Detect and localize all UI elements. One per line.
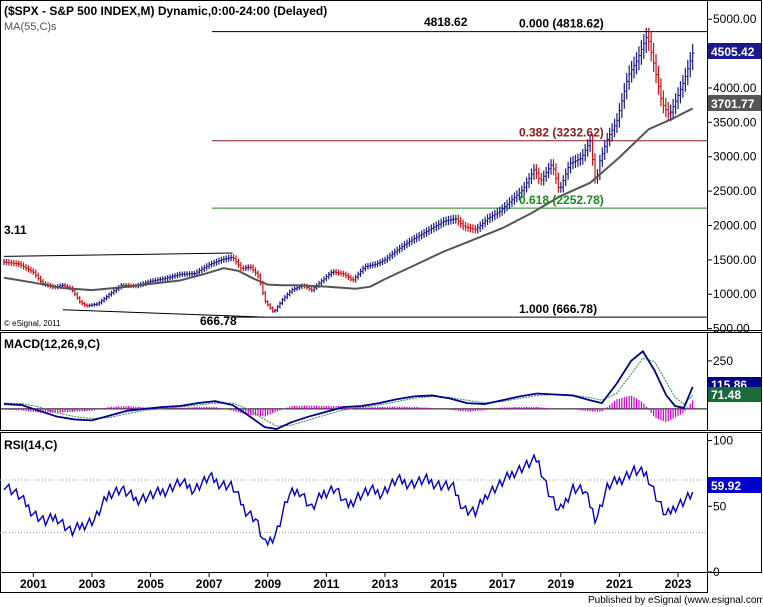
price-ytick-label: 2000.00 [713, 218, 757, 232]
ma-legend: MA(55,C)s [4, 21, 57, 33]
time-axis-frame [0, 572, 708, 593]
signal-value-badge-value: 71.48 [711, 388, 741, 402]
ma-value-badge-value: 3701.77 [711, 97, 755, 111]
macd-main-line [3, 349, 694, 430]
last-price-badge-value: 4505.42 [711, 45, 755, 59]
price-panel-frame [0, 0, 708, 331]
ma-value-badge [708, 95, 761, 111]
time-tick-label: 2001 [20, 577, 47, 591]
time-tick-label: 2007 [196, 577, 223, 591]
macd-ytick-label: 250 [713, 354, 733, 368]
macd-signal-line [3, 357, 694, 427]
rsi-axis-frame [707, 432, 762, 573]
macd-panel-frame [0, 332, 708, 431]
time-tick-label: 2011 [313, 577, 339, 591]
rsi-line [3, 453, 694, 547]
ma55-line [3, 107, 694, 292]
rsi-value-badge [708, 477, 761, 493]
time-tick-label: 2015 [430, 577, 457, 591]
price-ytick-label: 1000.00 [713, 287, 757, 301]
signal-value-badge [708, 387, 761, 402]
price-ytick-label: 5000.00 [713, 12, 757, 26]
channel-upper-line [3, 252, 233, 257]
rsi-title: RSI(14,C) [4, 438, 57, 452]
price-ytick-label: 2500.00 [713, 184, 757, 198]
copyright-notice: © eSignal, 2011 [4, 319, 61, 328]
fib-label-3: 1.000 (666.78) [519, 302, 597, 316]
price-ytick-label: 500.00 [713, 322, 750, 336]
chart-title: ($SPX - S&P 500 INDEX,M) Dynamic,0:00-24… [4, 4, 327, 18]
price-ytick-label: 4000.00 [713, 81, 757, 95]
rsi-value-badge-value: 59.92 [711, 479, 741, 493]
time-tick-label: 2021 [606, 577, 633, 591]
time-tick-label: 2005 [137, 577, 164, 591]
price-ytick-label: 3500.00 [713, 115, 757, 129]
last-price-badge [708, 43, 761, 59]
fib-label-2: 0.618 (2252.78) [519, 193, 604, 207]
macd-title: MACD(12,26,9,C) [4, 337, 100, 351]
time-tick-label: 2019 [547, 577, 574, 591]
channel-lower-line [62, 309, 265, 318]
rsi-ytick-label: 0 [713, 565, 720, 579]
fib-label-0: 0.000 (4818.62) [519, 17, 604, 31]
rsi-ytick-label: 100 [713, 434, 733, 448]
left-annotation: 3.11 [4, 223, 27, 237]
time-tick-label: 2023 [665, 577, 692, 591]
time-tick-label: 2017 [489, 577, 516, 591]
price-ytick-label: 1500.00 [713, 253, 757, 267]
rsi-ytick-label: 50 [713, 499, 727, 513]
time-tick-label: 2009 [254, 577, 281, 591]
low-annotation: 666.78 [200, 314, 237, 328]
fib-label-1: 0.382 (3232.62) [519, 126, 604, 140]
time-tick-label: 2003 [79, 577, 106, 591]
price-ytick-label: 3000.00 [713, 150, 757, 164]
high-annotation: 4818.62 [424, 15, 468, 29]
time-tick-label: 2013 [372, 577, 399, 591]
publisher-footer: Published by eSignal (www.esignal.com) [588, 595, 763, 606]
